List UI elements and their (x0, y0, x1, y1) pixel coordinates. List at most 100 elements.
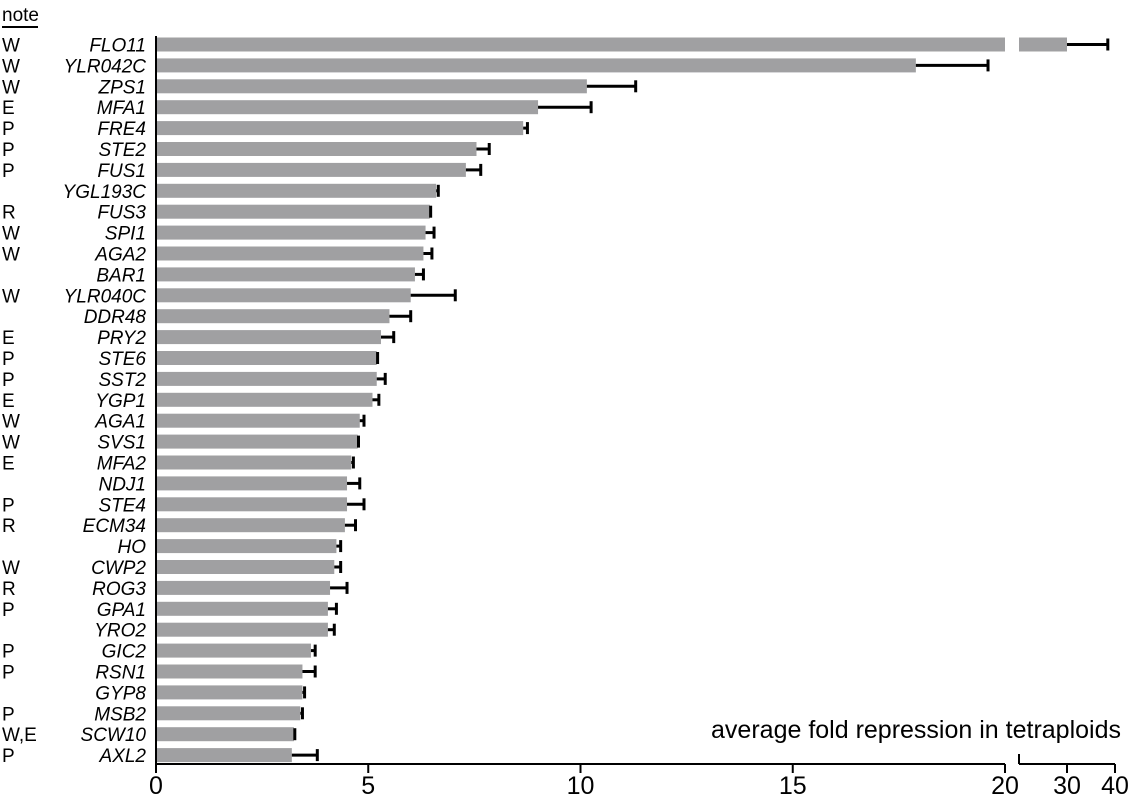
bar (156, 37, 1005, 52)
bar (156, 643, 311, 658)
bar (156, 497, 348, 512)
note-label: P (2, 119, 15, 140)
bar (156, 225, 426, 240)
bar (156, 434, 358, 449)
gene-label: PRY2 (97, 328, 146, 349)
note-label: W (2, 412, 20, 433)
bar (156, 246, 424, 261)
x-tick-label: 0 (149, 772, 163, 800)
gene-label: GYP8 (95, 683, 146, 704)
gene-label: STE4 (98, 495, 146, 516)
x-tick-label: 30 (1053, 772, 1081, 800)
note-label: E (2, 454, 15, 475)
x-axis-label: average fold repression in tetraploids (711, 716, 1121, 744)
bar (156, 413, 360, 428)
bar (156, 622, 328, 637)
bar (156, 267, 415, 282)
bar (156, 79, 587, 94)
gene-label: AGA2 (94, 245, 146, 266)
bar (156, 518, 345, 533)
gene-label: YGP1 (95, 391, 146, 412)
bar (156, 748, 292, 763)
bar (156, 204, 430, 219)
bar (156, 288, 411, 303)
gene-label: GPA1 (97, 600, 146, 621)
gene-label: HO (118, 537, 147, 558)
note-label: W (2, 286, 20, 307)
note-label: P (2, 600, 15, 621)
bar (156, 455, 352, 470)
x-tick-label: 5 (361, 772, 375, 800)
note-label: W (2, 558, 20, 579)
note-label: W (2, 56, 20, 77)
x-tick-label: 20 (991, 772, 1019, 800)
bar (156, 162, 466, 177)
note-label: P (2, 663, 15, 684)
gene-label: GIC2 (102, 642, 147, 663)
note-label: E (2, 391, 15, 412)
gene-label: BAR1 (96, 265, 146, 286)
bar (156, 58, 916, 73)
note-label: W (2, 245, 20, 266)
note-label: W,E (2, 725, 37, 746)
note-label: P (2, 349, 15, 370)
gene-label: FLO11 (89, 36, 146, 57)
x-tick-label: 10 (567, 772, 595, 800)
note-label: P (2, 704, 15, 725)
bar (156, 601, 328, 616)
note-label: P (2, 161, 15, 182)
gene-label: ROG3 (92, 579, 146, 600)
bar (156, 706, 301, 721)
bar (156, 560, 335, 574)
note-label: R (2, 579, 16, 600)
gene-label: CWP2 (91, 558, 146, 579)
bar (156, 351, 377, 365)
gene-label: FRE4 (97, 119, 146, 140)
gene-label: RSN1 (95, 663, 146, 684)
gene-label: MSB2 (94, 704, 146, 725)
gene-label: YGL193C (63, 182, 147, 203)
note-label: W (2, 77, 20, 98)
gene-label: SST2 (98, 370, 146, 391)
x-tick-label: 15 (779, 772, 807, 800)
gene-label: SPI1 (105, 224, 146, 245)
gene-label: MFA1 (97, 98, 146, 119)
note-label: P (2, 746, 15, 767)
bar (156, 100, 539, 115)
bar (156, 183, 437, 198)
gene-label: SCW10 (81, 725, 147, 746)
gene-label: MFA2 (97, 454, 147, 475)
bar (156, 685, 303, 700)
bar (156, 142, 477, 156)
bars-layer (156, 37, 1067, 763)
bar-continued (1019, 37, 1067, 52)
gene-label: SVS1 (97, 433, 146, 454)
bar (156, 539, 337, 554)
note-label: P (2, 370, 15, 391)
bar (156, 476, 348, 491)
gene-label: STE6 (98, 349, 146, 370)
note-label: W (2, 433, 20, 454)
gene-label: YLR042C (64, 56, 147, 77)
bar (156, 727, 294, 742)
gene-label: ECM34 (83, 516, 146, 537)
gene-label: NDJ1 (98, 474, 146, 495)
note-label: R (2, 516, 16, 537)
gene-label: FUS3 (97, 203, 146, 224)
gene-label: STE2 (98, 140, 146, 161)
axes-layer: 0 5 10 15 20 30 40 (149, 36, 1129, 800)
bar (156, 330, 381, 345)
bar (156, 580, 331, 595)
bar (156, 309, 390, 324)
gene-label: AGA1 (94, 412, 146, 433)
bar (156, 664, 303, 679)
bar (156, 121, 524, 136)
bar (156, 392, 373, 407)
gene-label: ZPS1 (97, 77, 146, 98)
note-label: P (2, 140, 15, 161)
x-tick-label: 40 (1101, 772, 1129, 800)
gene-label: YRO2 (94, 621, 146, 642)
note-label: E (2, 328, 15, 349)
